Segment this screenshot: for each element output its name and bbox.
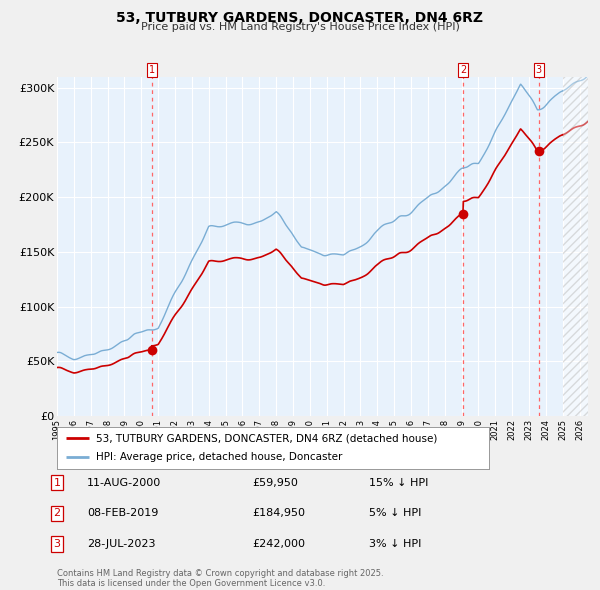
Text: £242,000: £242,000 (252, 539, 305, 549)
Text: 1: 1 (53, 478, 61, 487)
Text: Price paid vs. HM Land Registry's House Price Index (HPI): Price paid vs. HM Land Registry's House … (140, 22, 460, 32)
Text: 3% ↓ HPI: 3% ↓ HPI (369, 539, 421, 549)
Text: 15% ↓ HPI: 15% ↓ HPI (369, 478, 428, 487)
Text: 5% ↓ HPI: 5% ↓ HPI (369, 509, 421, 518)
Text: 2: 2 (53, 509, 61, 518)
Text: 3: 3 (536, 65, 542, 75)
Text: 2: 2 (460, 65, 466, 75)
Text: 28-JUL-2023: 28-JUL-2023 (87, 539, 155, 549)
Bar (563, 77, 588, 416)
Text: 3: 3 (53, 539, 61, 549)
Text: 08-FEB-2019: 08-FEB-2019 (87, 509, 158, 518)
Text: £184,950: £184,950 (252, 509, 305, 518)
Text: 1: 1 (149, 65, 155, 75)
Text: 53, TUTBURY GARDENS, DONCASTER, DN4 6RZ (detached house): 53, TUTBURY GARDENS, DONCASTER, DN4 6RZ … (96, 434, 437, 444)
Text: 53, TUTBURY GARDENS, DONCASTER, DN4 6RZ: 53, TUTBURY GARDENS, DONCASTER, DN4 6RZ (116, 11, 484, 25)
Text: HPI: Average price, detached house, Doncaster: HPI: Average price, detached house, Donc… (96, 452, 342, 462)
Text: Contains HM Land Registry data © Crown copyright and database right 2025.
This d: Contains HM Land Registry data © Crown c… (57, 569, 383, 588)
Text: £59,950: £59,950 (252, 478, 298, 487)
Text: 11-AUG-2000: 11-AUG-2000 (87, 478, 161, 487)
